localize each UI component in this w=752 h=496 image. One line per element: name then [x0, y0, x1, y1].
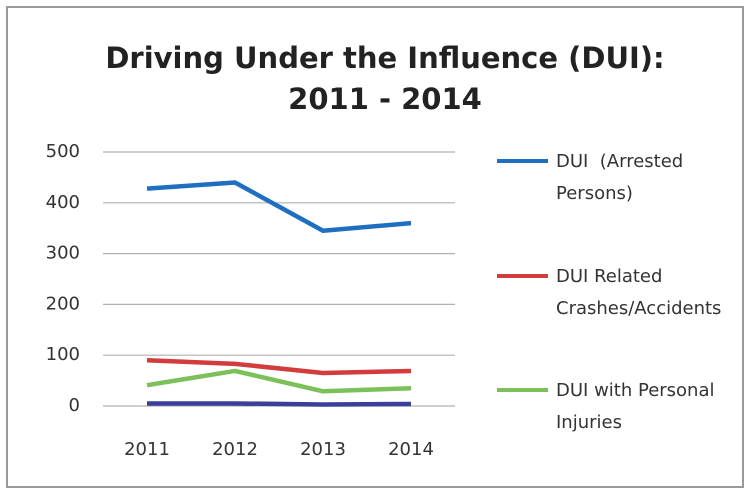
- y-tick-label: 0: [69, 395, 80, 416]
- x-tick-label: 2011: [124, 439, 170, 460]
- legend-label: DUI Related Crashes/Accidents: [556, 266, 722, 319]
- series-line: [146, 368, 412, 394]
- chart-frame: [6, 6, 744, 488]
- series-line: [146, 180, 412, 233]
- legend-label: DUI with Personal Injuries: [556, 380, 721, 433]
- chart-title: Driving Under the Influence (DUI): 2011 …: [105, 41, 665, 116]
- y-tick-label: 100: [46, 344, 80, 365]
- x-tick-label: 2014: [388, 439, 434, 460]
- series-line: [146, 358, 412, 376]
- y-tick-label: 500: [46, 141, 80, 162]
- legend-label: DUI (Arrested Persons): [556, 151, 689, 204]
- y-tick-label: 300: [46, 243, 80, 264]
- y-tick-label: 200: [46, 293, 80, 314]
- y-tick-label: 400: [46, 192, 80, 213]
- x-tick-label: 2012: [212, 439, 258, 460]
- x-tick-label: 2013: [300, 439, 346, 460]
- series-line: [147, 401, 412, 407]
